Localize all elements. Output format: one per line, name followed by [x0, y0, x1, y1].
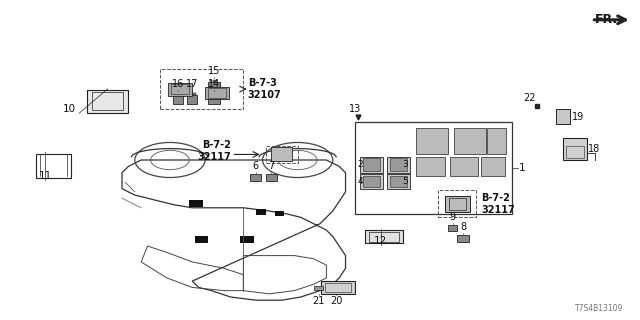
Bar: [271, 148, 292, 161]
Text: 16: 16: [172, 79, 184, 89]
Bar: [210, 93, 212, 95]
Bar: [161, 69, 243, 109]
Text: 2: 2: [357, 160, 363, 169]
Bar: [177, 93, 179, 95]
Bar: [195, 236, 208, 243]
Bar: [172, 84, 189, 94]
Bar: [87, 90, 129, 113]
Bar: [208, 82, 220, 91]
Text: 18: 18: [588, 144, 600, 154]
Bar: [438, 190, 476, 217]
Bar: [449, 198, 466, 210]
Bar: [212, 93, 214, 95]
Bar: [445, 196, 470, 212]
Text: 19: 19: [572, 112, 584, 122]
Bar: [454, 128, 486, 154]
Bar: [360, 157, 383, 173]
Bar: [187, 95, 197, 104]
Bar: [566, 146, 584, 158]
Text: 11: 11: [39, 171, 52, 181]
Bar: [448, 225, 458, 231]
Bar: [191, 93, 193, 95]
Bar: [210, 80, 212, 82]
Text: B-7-3
32107: B-7-3 32107: [248, 78, 282, 100]
Bar: [266, 146, 298, 163]
Bar: [387, 174, 410, 189]
Bar: [325, 283, 351, 292]
Bar: [416, 128, 448, 154]
Bar: [314, 286, 323, 290]
Text: T7S4B13109: T7S4B13109: [575, 304, 623, 313]
Text: 8: 8: [460, 222, 466, 232]
Bar: [364, 176, 380, 188]
Bar: [355, 122, 511, 214]
Text: 5: 5: [402, 177, 408, 186]
Text: 10: 10: [63, 104, 76, 114]
Bar: [487, 128, 506, 154]
Text: 22: 22: [524, 93, 536, 103]
Text: FR.: FR.: [595, 13, 618, 26]
Bar: [416, 157, 445, 176]
Text: 4: 4: [357, 177, 363, 186]
Text: 6: 6: [252, 161, 259, 171]
Bar: [212, 80, 214, 82]
Text: B-7-2
32117: B-7-2 32117: [481, 193, 515, 215]
Bar: [189, 200, 203, 207]
Bar: [250, 174, 261, 181]
Bar: [369, 232, 399, 242]
Text: 7: 7: [268, 161, 275, 171]
Text: 17: 17: [186, 79, 198, 89]
Bar: [208, 88, 226, 98]
Bar: [168, 83, 192, 96]
Bar: [360, 174, 383, 189]
Bar: [387, 157, 410, 173]
Text: 3: 3: [402, 160, 408, 169]
Bar: [556, 109, 570, 124]
Bar: [563, 138, 587, 160]
Text: 20: 20: [330, 296, 342, 306]
Text: B-7-2
32117: B-7-2 32117: [198, 140, 231, 163]
Bar: [240, 236, 254, 244]
Bar: [364, 158, 380, 172]
Bar: [36, 154, 71, 178]
Bar: [481, 157, 505, 176]
Bar: [205, 87, 229, 100]
Bar: [173, 95, 183, 104]
Bar: [390, 158, 407, 172]
Bar: [92, 92, 124, 110]
Bar: [215, 93, 217, 95]
Bar: [208, 95, 220, 104]
Bar: [194, 93, 196, 95]
Bar: [215, 80, 217, 82]
Bar: [189, 93, 191, 95]
Text: 14: 14: [208, 79, 220, 89]
Bar: [180, 93, 182, 95]
Text: 9: 9: [449, 212, 456, 222]
Text: 1: 1: [519, 163, 526, 173]
Text: 12: 12: [374, 236, 387, 246]
Bar: [275, 211, 284, 216]
Bar: [450, 157, 478, 176]
Bar: [365, 230, 403, 244]
Bar: [175, 93, 177, 95]
Bar: [458, 235, 468, 242]
Text: 15: 15: [208, 66, 220, 76]
Bar: [390, 176, 407, 188]
Bar: [266, 174, 277, 181]
Bar: [321, 281, 355, 294]
Text: 13: 13: [349, 104, 361, 114]
Bar: [256, 209, 266, 215]
Text: 21: 21: [312, 296, 325, 306]
